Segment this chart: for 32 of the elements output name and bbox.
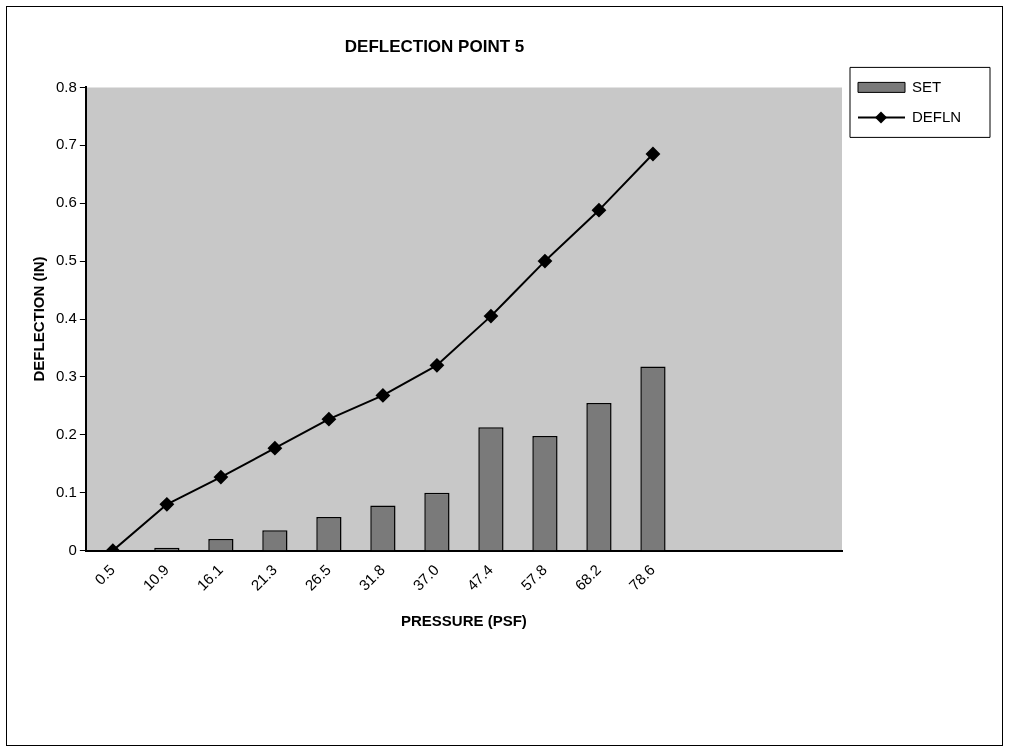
x-tick-label: 68.2 [571, 561, 604, 594]
point [267, 441, 282, 456]
y-tick-label: 0 [68, 540, 77, 558]
point [159, 497, 174, 512]
legend-label: SET [912, 77, 942, 95]
y-tick-label: 0.8 [55, 77, 77, 95]
x-tick-label: 78.6 [625, 561, 659, 594]
x-tick-label: 47.4 [463, 561, 496, 594]
legend-label: DEFLN [912, 107, 962, 125]
point [429, 358, 444, 373]
y-tick-label: 0.3 [55, 367, 77, 385]
point [321, 412, 336, 427]
point [645, 146, 660, 161]
chart-title: DEFLECTION POINT 5 [344, 36, 525, 56]
point [537, 254, 552, 269]
point [483, 309, 498, 324]
x-tick-label: 37.0 [409, 561, 442, 594]
y-tick-label: 0.5 [55, 251, 77, 269]
y-tick-label: 0.4 [55, 309, 77, 327]
y-tick-label: 0.6 [55, 193, 77, 211]
point [213, 470, 228, 485]
x-tick-label: 57.8 [517, 561, 550, 594]
y-tick-label: 0.2 [55, 424, 77, 442]
y-tick-label: 0.1 [55, 482, 77, 500]
x-tick-label: 0.5 [91, 561, 118, 588]
x-axis-title: PRESSURE (PSF) [401, 612, 527, 630]
y-tick-label: 0.7 [55, 135, 77, 153]
point [591, 203, 606, 218]
x-tick-label: 31.8 [355, 561, 388, 594]
x-tick-label: 16.1 [193, 561, 226, 594]
point [375, 388, 390, 403]
y-axis-title: DEFLECTION (IN) [30, 256, 48, 382]
